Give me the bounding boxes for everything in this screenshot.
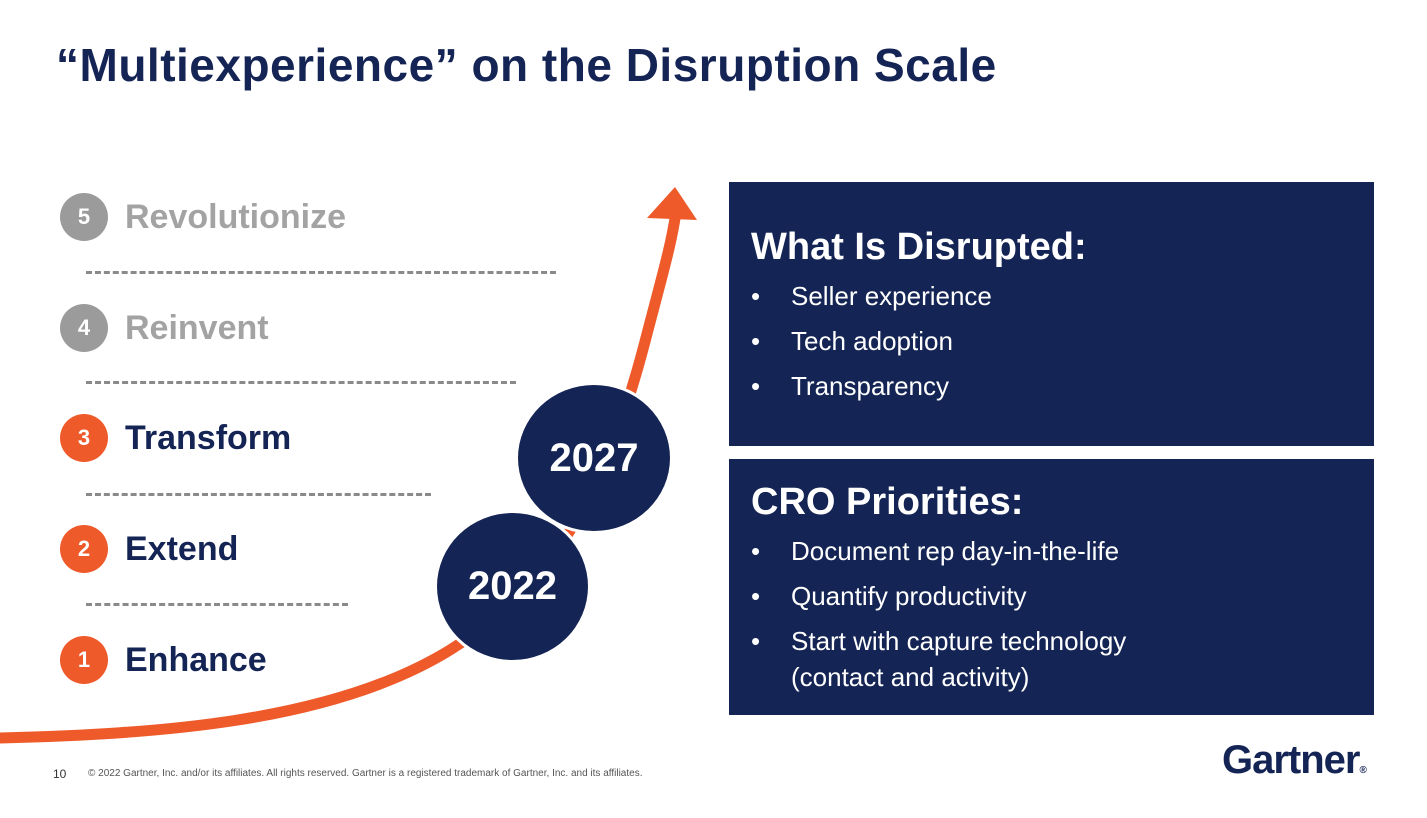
level-divider — [86, 603, 348, 606]
list-item: Document rep day-in-the-life — [751, 533, 1352, 569]
level-badge: 4 — [60, 304, 108, 352]
growth-arrowhead — [647, 187, 697, 220]
level-5-revolutionize: 5 Revolutionize — [60, 192, 346, 242]
level-1-enhance: 1 Enhance — [60, 635, 267, 685]
level-badge: 2 — [60, 525, 108, 573]
gartner-logo: Gartner® — [1222, 738, 1367, 783]
level-4-reinvent: 4 Reinvent — [60, 303, 269, 353]
level-divider — [86, 381, 516, 384]
what-is-disrupted-panel: What Is Disrupted: Seller experience Tec… — [729, 182, 1374, 446]
level-label: Reinvent — [125, 308, 269, 347]
copyright-text: © 2022 Gartner, Inc. and/or its affiliat… — [88, 768, 643, 779]
level-label: Enhance — [125, 640, 267, 679]
slide-title: “Multiexperience” on the Disruption Scal… — [56, 39, 997, 91]
list-item: Start with capture technology (contact a… — [751, 623, 1211, 695]
level-label: Extend — [125, 529, 239, 568]
priorities-list: Document rep day-in-the-life Quantify pr… — [751, 533, 1352, 695]
disrupted-list: Seller experience Tech adoption Transpar… — [751, 278, 1352, 404]
level-label: Transform — [125, 418, 292, 457]
registered-mark: ® — [1359, 765, 1367, 776]
level-3-transform: 3 Transform — [60, 413, 291, 463]
level-badge: 5 — [60, 193, 108, 241]
list-item: Quantify productivity — [751, 578, 1352, 614]
milestone-2022: 2022 — [434, 510, 591, 663]
level-divider — [86, 271, 556, 274]
list-item: Seller experience — [751, 278, 1352, 314]
level-badge: 1 — [60, 636, 108, 684]
level-badge: 3 — [60, 414, 108, 462]
level-label: Revolutionize — [125, 197, 347, 236]
cro-priorities-panel: CRO Priorities: Document rep day-in-the-… — [729, 459, 1374, 715]
panel-title: What Is Disrupted: — [751, 226, 1087, 268]
level-divider — [86, 493, 431, 496]
milestone-2027: 2027 — [515, 382, 673, 534]
list-item: Transparency — [751, 368, 1352, 404]
level-2-extend: 2 Extend — [60, 524, 238, 574]
page-number: 10 — [53, 767, 67, 781]
list-item: Tech adoption — [751, 323, 1352, 359]
panel-title: CRO Priorities: — [751, 481, 1024, 523]
logo-text: Gartner — [1222, 738, 1360, 782]
